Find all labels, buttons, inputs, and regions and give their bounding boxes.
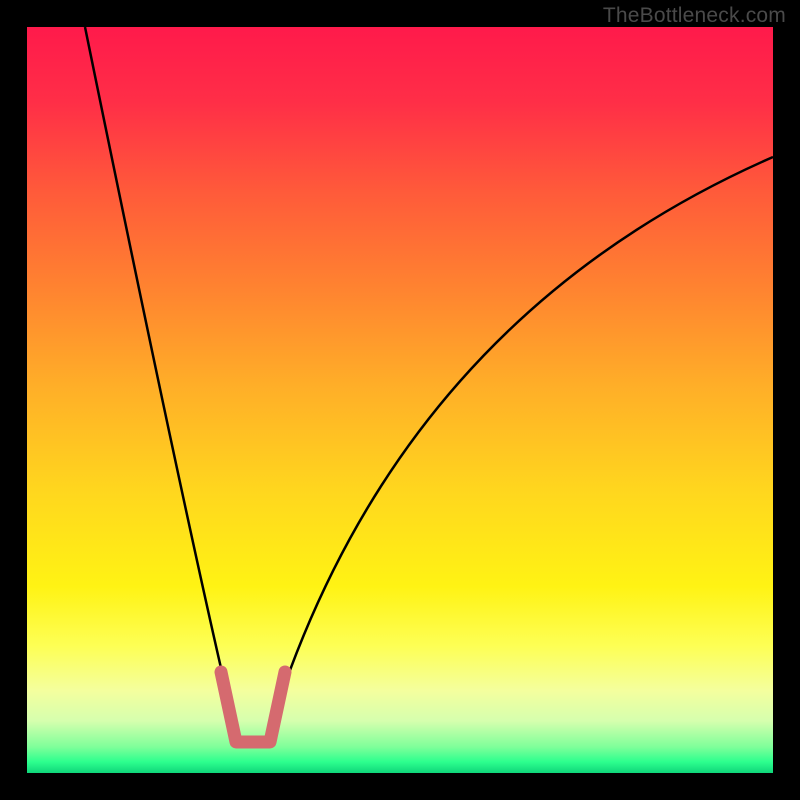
chart-svg [27,27,773,773]
watermark-text: TheBottleneck.com [603,4,786,28]
plot-area [27,27,773,773]
right-curve [277,157,773,707]
left-curve [85,27,230,707]
valley-marker [221,672,285,742]
